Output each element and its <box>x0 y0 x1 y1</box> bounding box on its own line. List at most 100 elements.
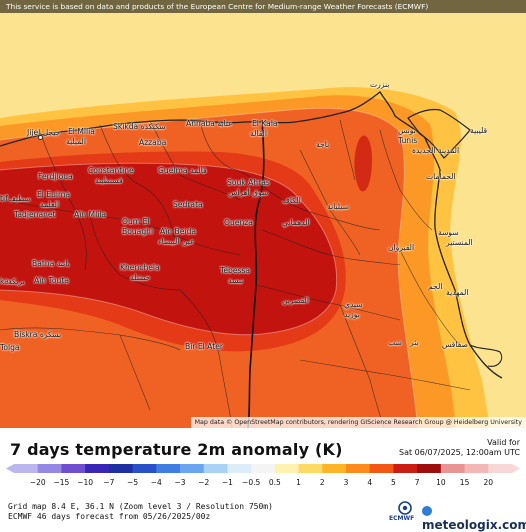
national-border <box>247 119 265 428</box>
city-label-siliana: سيليانة <box>327 202 349 211</box>
legend-tick-label: −15 <box>54 478 70 487</box>
city-label-el-eulma-ar: العلمة <box>40 200 60 209</box>
city-label-batna: Batna باتنة <box>32 259 70 268</box>
city-label-dahmani: الدهماني <box>282 218 310 227</box>
city-label-medina-jadida: المدينة الجديدة <box>412 146 460 155</box>
legend-swatch <box>488 464 513 473</box>
ecmwf-notice-banner: This service is based on data and produc… <box>0 0 526 13</box>
legend-tick-label: 5 <box>391 478 396 487</box>
legend-swatch <box>346 464 371 473</box>
city-label-hammamet: الحمامات <box>426 172 456 181</box>
city-label-setif: tif <box>0 194 8 203</box>
legend-tick-label: 3 <box>344 478 349 487</box>
city-label-constantine-ar: قسنطينة <box>95 176 123 185</box>
city-label-shab: شب <box>388 338 402 347</box>
city-label-kef: الكاف <box>282 196 301 205</box>
city-label-sfax: صفاقس <box>442 340 468 349</box>
city-label-ferdjioua: Ferdjioua <box>38 172 73 181</box>
contour-line <box>0 162 338 336</box>
legend-swatch <box>464 464 489 473</box>
city-label-el-milia-ar: الميلية <box>66 137 86 146</box>
city-label-souk-ahras: Souk Ahras <box>227 178 270 187</box>
legend-tick-label: 7 <box>415 478 420 487</box>
legend-tick-label: −4 <box>151 478 162 487</box>
forecast-info: ECMWF 46 days forecast from 05/26/2025/0… <box>8 512 211 521</box>
city-label-tebessa-ar: تبسة <box>228 276 244 285</box>
city-label-sousse: سوسة <box>438 228 459 237</box>
ecmwf-logo-icon <box>398 501 412 515</box>
anomaly-band-7 <box>0 163 337 335</box>
meteologix-logo[interactable]: meteologix.com <box>422 504 526 532</box>
map-footer <box>0 428 526 526</box>
legend-swatch <box>37 464 62 473</box>
city-label-el-milia: El Milia <box>68 127 95 136</box>
city-label-annaba: Annaba عنابة <box>186 119 233 128</box>
city-label-azzaba: Azzaba <box>139 138 167 147</box>
city-label-bir-el-ater: Bir El Ater <box>185 342 224 351</box>
map-title: 7 days temperature 2m anomaly (K) <box>10 440 343 459</box>
legend-swatch <box>322 464 347 473</box>
legend-swatch <box>203 464 228 473</box>
legend-swatch <box>14 464 39 473</box>
weather-map[interactable]: This service is based on data and produc… <box>0 0 526 428</box>
legend-tick-label: 1 <box>296 478 301 487</box>
city-label-el-kala: El Kala <box>252 119 278 128</box>
legend-tick-label: −1 <box>222 478 233 487</box>
legend-swatch <box>298 464 323 473</box>
city-label-el-eulma: El Eulma <box>37 190 71 199</box>
city-label-tadjenanet: Tadjenanet <box>14 210 56 219</box>
city-label-ain-beida-ar: عين البيضاء <box>158 237 195 246</box>
legend-tick-label: 2 <box>320 478 325 487</box>
city-label-sedrata: Sedrata <box>173 200 203 209</box>
coastline <box>0 91 503 379</box>
map-attribution: Map data © OpenStreetMap contributors, r… <box>190 417 526 428</box>
legend-tick-label: 10 <box>436 478 446 487</box>
legend-tick-label: −5 <box>127 478 138 487</box>
legend-swatch <box>369 464 394 473</box>
legend-swatch <box>417 464 442 473</box>
gulf-coast <box>469 344 503 367</box>
legend-swatch <box>274 464 300 473</box>
legend-tick-label: −0.5 <box>242 478 260 487</box>
valid-for-label: Valid for <box>487 438 520 447</box>
legend-tick-label: −2 <box>198 478 209 487</box>
legend-swatch <box>393 464 418 473</box>
city-label-ain-touta: Aïn Touta <box>34 276 69 285</box>
legend-tick-label: 0.5 <box>269 478 281 487</box>
legend-arrow-left <box>6 464 14 473</box>
legend-tick-label: 4 <box>367 478 372 487</box>
city-label-monastir: المنستير <box>446 238 473 247</box>
city-label-skikda: Skikda سكيكدة <box>113 122 166 131</box>
legend-swatch <box>61 464 86 473</box>
temperature-anomaly-map <box>0 0 526 428</box>
legend-swatch <box>132 464 157 473</box>
legend-swatch <box>156 464 181 473</box>
contour-line <box>0 107 419 428</box>
legend-tick-label: 20 <box>484 478 494 487</box>
valid-date: Sat 06/07/2025, 12:00am UTC <box>398 448 520 457</box>
province-boundaries <box>0 119 471 428</box>
cap-bon-coast <box>407 108 471 159</box>
city-label-tebessa: Tébessa <box>220 266 251 275</box>
anomaly-lobe <box>354 135 372 192</box>
city-label-kelibia: قليبية <box>470 126 488 135</box>
city-label-kairouan: القيروان <box>388 243 415 252</box>
city-label-souk-ahras-ar: سوق أهراس <box>228 188 269 197</box>
city-label-bir: بئر <box>410 338 419 347</box>
city-label-tunis: Tunis <box>398 136 418 145</box>
city-label-tunis-ar: تونس <box>398 126 416 135</box>
legend-tick-label: 15 <box>460 478 470 487</box>
city-label-setif-ar: سطيف <box>8 194 31 203</box>
city-label-constantine: Constantine <box>88 166 134 175</box>
city-label-mahdia: المهدية <box>446 288 469 297</box>
legend-arrow-right <box>512 464 520 473</box>
brand-name: meteologix.com <box>422 518 526 532</box>
meteologix-icon <box>422 506 432 516</box>
city-label-barika: بريكة <box>8 277 25 286</box>
legend-tick-label: −3 <box>174 478 185 487</box>
city-label-khenchela-ar: خنشلة <box>130 273 151 282</box>
city-label-ain-mlila: Aïn Mlila <box>74 210 107 219</box>
legend-swatch <box>85 464 110 473</box>
legend-tick-label: −7 <box>103 478 114 487</box>
city-label-ouenza: Ouenza <box>224 218 253 227</box>
